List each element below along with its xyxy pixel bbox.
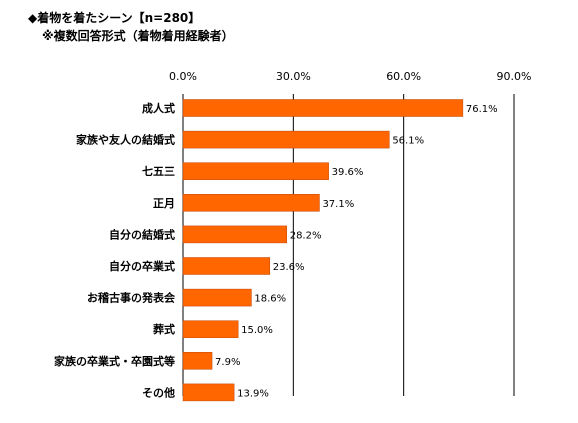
chart-subtitle: ※複数回答形式（着物着用経験者） <box>42 29 234 43</box>
value-label: 39.6% <box>332 167 364 178</box>
value-label: 18.6% <box>254 294 286 305</box>
value-label: 37.1% <box>322 199 354 210</box>
x-tick-label: 0.0% <box>169 70 197 83</box>
bar <box>182 383 235 402</box>
category-label: 正月 <box>153 197 175 210</box>
x-tick-label: 30.0% <box>276 70 311 83</box>
bar <box>182 320 239 338</box>
bar <box>182 99 464 117</box>
category-label: 成人式 <box>142 101 175 115</box>
value-label: 56.1% <box>392 136 424 147</box>
x-tick-label: 90.0% <box>497 70 532 83</box>
x-tick-label: 60.0% <box>386 70 421 83</box>
category-label: 家族の卒業式・卒園式等 <box>54 354 175 368</box>
bars <box>182 99 464 402</box>
value-label: 13.9% <box>237 388 269 399</box>
value-label: 7.9% <box>215 357 240 368</box>
category-label: 家族や友人の結婚式 <box>76 133 175 147</box>
value-label: 15.0% <box>241 325 273 336</box>
chart-title: ◆着物を着たシーン【n=280】 <box>28 11 201 25</box>
bar <box>182 194 320 212</box>
bar <box>182 162 329 180</box>
value-label: 23.6% <box>273 262 305 273</box>
bar <box>182 225 287 244</box>
category-label: その他 <box>142 385 175 399</box>
bar <box>182 288 252 307</box>
category-label: お稽古事の発表会 <box>87 291 176 305</box>
bar <box>182 257 271 275</box>
category-label: 自分の結婚式 <box>109 227 175 241</box>
category-label: 葬式 <box>153 322 175 336</box>
category-label: 七五三 <box>142 164 175 178</box>
value-label: 28.2% <box>290 230 322 241</box>
value-label: 76.1% <box>466 104 498 115</box>
bar <box>182 130 390 149</box>
bar <box>182 352 213 370</box>
labels: 0.0% 30.0% 60.0% 90.0% 成人式 76.1% 家族や友人の結婚式 56.1… <box>54 70 531 399</box>
category-label: 自分の卒業式 <box>109 259 175 273</box>
